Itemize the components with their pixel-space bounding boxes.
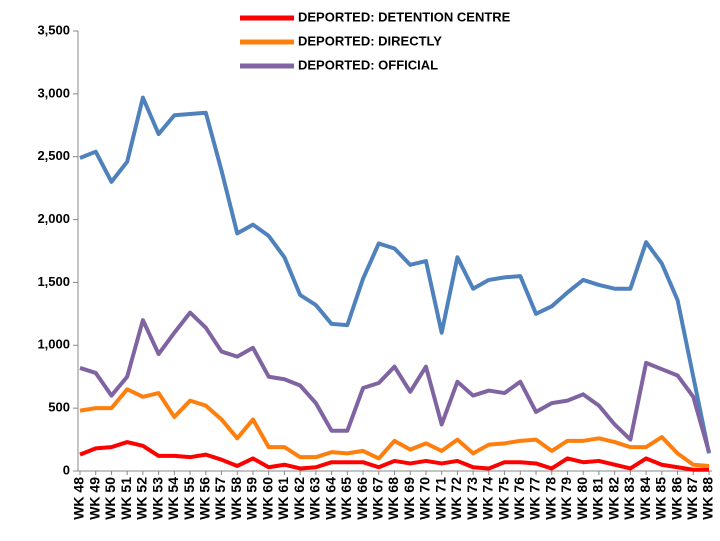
x-tick-label: WK 69 bbox=[401, 477, 417, 520]
x-tick-label: WK 58 bbox=[228, 477, 244, 520]
x-tick-label: WK 88 bbox=[700, 477, 716, 520]
x-tick-label: WK 53 bbox=[149, 477, 165, 520]
x-tick-label: WK 78 bbox=[542, 477, 558, 520]
x-tick-label: WK 49 bbox=[86, 477, 102, 520]
x-tick-label: WK 67 bbox=[369, 477, 385, 520]
x-tick-label: WK 71 bbox=[432, 477, 448, 520]
x-tick-label: WK 55 bbox=[181, 477, 197, 520]
y-tick-label: 2,500 bbox=[37, 148, 70, 163]
x-tick-label: WK 66 bbox=[354, 477, 370, 520]
x-tick-label: WK 79 bbox=[558, 477, 574, 520]
x-tick-label: WK 60 bbox=[259, 477, 275, 520]
x-tick-label: WK 54 bbox=[165, 477, 181, 520]
x-tick-label: WK 59 bbox=[244, 477, 260, 520]
y-tick-label: 1,500 bbox=[37, 274, 70, 289]
x-tick-label: WK 83 bbox=[621, 477, 637, 520]
series-line bbox=[79, 310, 711, 453]
series-line bbox=[79, 387, 710, 468]
y-tick-label: 3,000 bbox=[37, 85, 70, 100]
y-tick-label: 1,000 bbox=[37, 337, 70, 352]
series-line bbox=[79, 95, 711, 454]
x-tick-label: WK 80 bbox=[574, 477, 590, 520]
x-tick-label: WK 65 bbox=[338, 477, 354, 520]
x-tick-label: WK 82 bbox=[605, 477, 621, 520]
legend-label: DEPORTED: DIRECTLY bbox=[298, 33, 442, 48]
x-tick-label: WK 64 bbox=[322, 477, 338, 520]
y-tick-label: 3,500 bbox=[37, 22, 70, 37]
x-tick-label: WK 63 bbox=[307, 477, 323, 520]
x-tick-label: WK 81 bbox=[590, 477, 606, 520]
legend-label: DEPORTED: OFFICIAL bbox=[298, 57, 438, 72]
x-tick-label: WK 50 bbox=[102, 477, 118, 520]
y-tick-label: 0 bbox=[63, 462, 70, 477]
x-tick-label: WK 87 bbox=[684, 477, 700, 520]
x-tick-label: WK 85 bbox=[653, 477, 669, 520]
x-tick-label: WK 73 bbox=[464, 477, 480, 520]
legend-label: DEPORTED: DETENTION CENTRE bbox=[298, 9, 511, 24]
x-tick-label: WK 68 bbox=[385, 477, 401, 520]
x-tick-label: WK 51 bbox=[118, 477, 134, 520]
x-tick-label: WK 48 bbox=[71, 477, 87, 520]
x-tick-label: WK 74 bbox=[480, 477, 496, 520]
y-tick-label: 2,000 bbox=[37, 211, 70, 226]
x-tick-label: WK 57 bbox=[212, 477, 228, 520]
x-tick-label: WK 84 bbox=[637, 477, 653, 520]
series-line bbox=[79, 440, 709, 472]
x-tick-label: WK 52 bbox=[134, 477, 150, 520]
x-tick-label: WK 72 bbox=[448, 477, 464, 520]
x-tick-label: WK 56 bbox=[197, 477, 213, 520]
x-tick-label: WK 75 bbox=[495, 477, 511, 520]
x-tick-label: WK 61 bbox=[275, 477, 291, 520]
x-tick-label: WK 86 bbox=[668, 477, 684, 520]
y-tick-label: 500 bbox=[48, 400, 70, 415]
x-tick-label: WK 62 bbox=[291, 477, 307, 520]
x-tick-label: WK 70 bbox=[417, 477, 433, 520]
x-tick-label: WK 77 bbox=[527, 477, 543, 520]
x-tick-label: WK 76 bbox=[511, 477, 527, 520]
